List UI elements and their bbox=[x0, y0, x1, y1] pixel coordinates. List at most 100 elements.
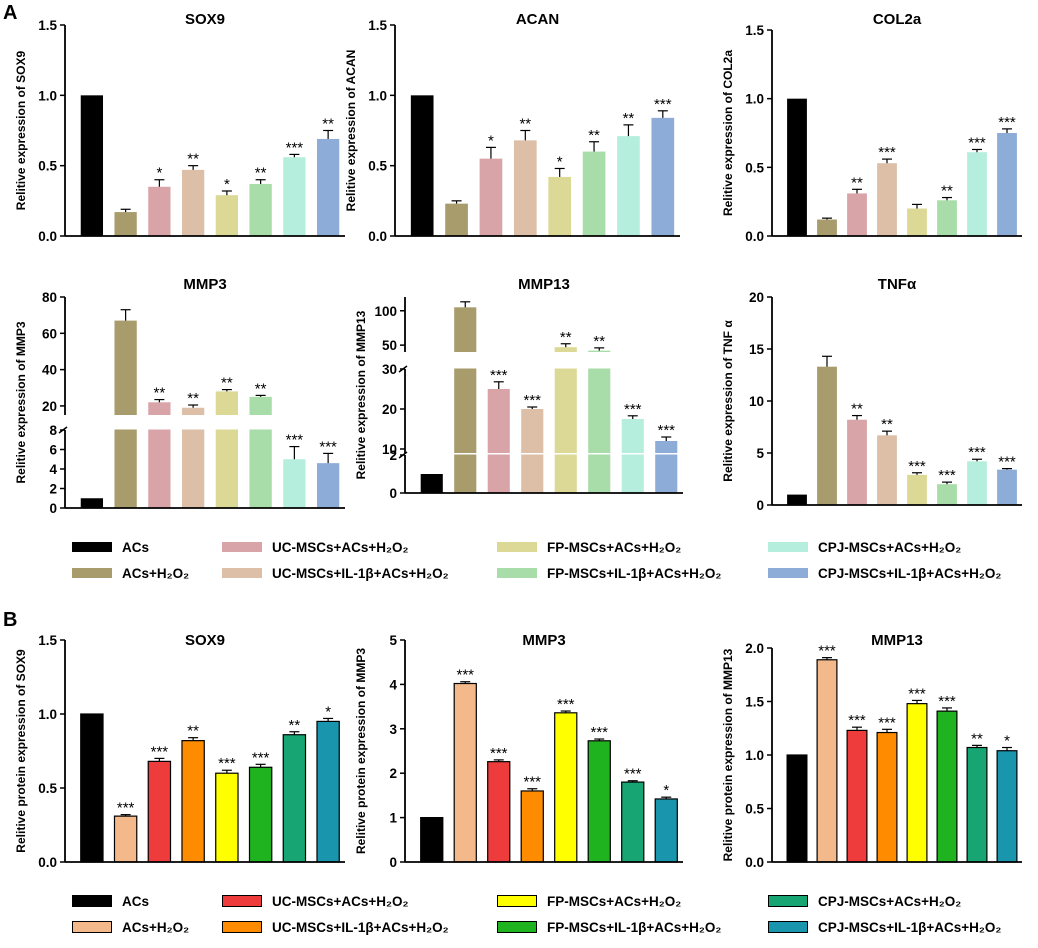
bar-acs bbox=[80, 95, 104, 236]
significance-label: *** bbox=[908, 458, 926, 475]
y-tick-label: 3 bbox=[389, 722, 397, 737]
chart-a-col2a: COL2a Relitive expression of COL2a 0.0 0.5 1… bbox=[721, 11, 1022, 244]
bar-break-gap bbox=[553, 352, 578, 369]
axis-break-mark bbox=[398, 365, 408, 373]
significance-label: *** bbox=[624, 401, 642, 418]
significance-label: * bbox=[156, 165, 162, 182]
bar-break-gap bbox=[248, 415, 273, 430]
significance-label: *** bbox=[624, 766, 642, 783]
bar-fp-mscs-acs-h-o bbox=[906, 703, 928, 863]
bar-cpj-mscs-acs-h-o bbox=[621, 419, 644, 493]
y-axis-label: Relitive expression of SOX9 bbox=[14, 50, 28, 210]
y-tick-label: 0.5 bbox=[745, 802, 764, 817]
legend-label: CPJ-MSCs+ACs+H₂O₂ bbox=[818, 539, 962, 555]
chart-title: SOX9 bbox=[185, 11, 225, 28]
bar-acs-h-o bbox=[113, 815, 138, 863]
y-tick-label: 15 bbox=[749, 342, 765, 357]
y-tick-label: 4 bbox=[389, 677, 397, 692]
chart-a-mmp3: MMP3 Relitive expression of MMP3 0 2 4 6 8 20 40… bbox=[14, 276, 345, 516]
significance-label: *** bbox=[523, 774, 541, 791]
y-tick-label: 1.0 bbox=[745, 748, 764, 763]
y-tick-label: 1 bbox=[389, 811, 397, 826]
significance-label: ** bbox=[255, 380, 267, 397]
legend-b-item-fp-il: FP-MSCs+IL-1β+ACs+H₂O₂ bbox=[497, 916, 721, 938]
significance-label: ** bbox=[560, 329, 572, 346]
legend-a-item-uc: UC-MSCs+ACs+H₂O₂ bbox=[222, 536, 409, 558]
y-tick-label: 0 bbox=[389, 486, 397, 501]
legend-label: FP-MSCs+ACs+H₂O₂ bbox=[547, 893, 682, 909]
significance-label: * bbox=[325, 703, 331, 720]
bar-uc-mscs-acs-h-o bbox=[487, 389, 510, 493]
chart-title: MMP13 bbox=[871, 632, 923, 649]
bar-acs-h-o bbox=[817, 219, 837, 236]
legend-b-item-acs-h2o2: ACs+H₂O₂ bbox=[72, 916, 189, 938]
y-axis-label: Relitive expression of ACAN bbox=[344, 50, 358, 212]
y-tick-label: 0.5 bbox=[368, 159, 387, 174]
bar-uc-mscs-il-1-acs-h-o bbox=[520, 790, 544, 863]
bar-break-gap bbox=[147, 415, 172, 430]
legend-label: ACs bbox=[122, 893, 150, 909]
chart-title: MMP13 bbox=[518, 276, 570, 293]
y-tick-label: 100 bbox=[374, 304, 397, 319]
y-tick-label: 40 bbox=[42, 363, 57, 378]
bar-cpj-mscs-acs-h-o bbox=[282, 734, 307, 863]
axis-break-mark bbox=[398, 451, 408, 459]
bar-fp-mscs-acs-h-o bbox=[215, 391, 239, 508]
legend-b-item-uc: UC-MSCs+ACs+H₂O₂ bbox=[222, 890, 409, 912]
significance-label: ** bbox=[221, 375, 233, 392]
bar-fp-mscs-acs-h-o bbox=[548, 176, 572, 236]
bar-cpj-mscs-acs-h-o bbox=[967, 461, 987, 505]
bar-cpj-mscs-acs-h-o bbox=[966, 746, 988, 863]
legend-label: UC-MSCs+ACs+H₂O₂ bbox=[272, 539, 409, 555]
significance-label: * bbox=[488, 132, 494, 149]
bar-acs bbox=[80, 498, 104, 508]
legend-label: ACs+H₂O₂ bbox=[122, 565, 190, 581]
legend-swatch bbox=[222, 542, 262, 552]
legend-label: CPJ-MSCs+IL-1β+ACs+H₂O₂ bbox=[818, 919, 1002, 935]
chart-b-mmp3: MMP3 Relitive protein expression of MMP3 0… bbox=[354, 632, 683, 870]
bar-acs bbox=[420, 474, 443, 493]
bar-uc-mscs-il-1-acs-h-o bbox=[181, 740, 205, 863]
bar-fp-mscs-il-1-acs-h-o bbox=[937, 200, 957, 236]
bar-cpj-mscs-acs-h-o bbox=[617, 136, 640, 236]
legend-swatch bbox=[497, 895, 537, 907]
legend-a-item-cpj: CPJ-MSCs+ACs+H₂O₂ bbox=[768, 536, 961, 558]
legend-label: CPJ-MSCs+IL-1β+ACs+H₂O₂ bbox=[818, 565, 1002, 581]
legend-label: CPJ-MSCs+ACs+H₂O₂ bbox=[818, 893, 962, 909]
bar-fp-mscs-il-1-acs-h-o bbox=[248, 766, 273, 863]
panel-label-b: B bbox=[3, 609, 17, 631]
significance-label: *** bbox=[490, 367, 508, 384]
bar-break-gap bbox=[520, 453, 545, 455]
legend-b-item-cpj-il: CPJ-MSCs+IL-1β+ACs+H₂O₂ bbox=[768, 916, 1001, 938]
bar-uc-mscs-il-1-acs-h-o bbox=[181, 169, 205, 236]
chart-a-mmp13: MMP13 Relitive expression of MMP13 0 210 20 3… bbox=[354, 276, 683, 501]
legend-a-item-uc-il: UC-MSCs+IL-1β+ACs+H₂O₂ bbox=[222, 562, 449, 584]
significance-label: *** bbox=[151, 743, 169, 760]
significance-label: * bbox=[663, 782, 669, 799]
significance-label: *** bbox=[818, 643, 836, 660]
bar-cpj-mscs-il-1-acs-h-o bbox=[316, 720, 340, 863]
bar-fp-mscs-acs-h-o bbox=[215, 195, 239, 236]
y-tick-label: 0.0 bbox=[38, 855, 57, 870]
chart-title: MMP3 bbox=[522, 632, 565, 649]
bar-cpj-mscs-acs-h-o bbox=[283, 157, 306, 236]
significance-label: *** bbox=[938, 467, 956, 484]
significance-label: ** bbox=[187, 390, 199, 407]
bar-uc-mscs-acs-h-o bbox=[148, 186, 171, 236]
significance-label: *** bbox=[523, 392, 541, 409]
significance-label: ** bbox=[289, 717, 301, 734]
legend-a-item-acs: ACs bbox=[72, 536, 149, 558]
significance-label: *** bbox=[117, 800, 135, 817]
y-tick-label: 0 bbox=[389, 855, 397, 870]
legend-label: FP-MSCs+ACs+H₂O₂ bbox=[547, 539, 682, 555]
chart-b-sox9: SOX9 Relitive protein expression of SOX9 0… bbox=[14, 632, 345, 870]
significance-label: *** bbox=[938, 693, 956, 710]
y-axis-label: Relitive protein expression of MMP3 bbox=[354, 648, 368, 854]
bar-fp-mscs-il-1-acs-h-o bbox=[587, 740, 611, 863]
significance-label: *** bbox=[968, 134, 986, 151]
y-tick-label: 0 bbox=[756, 498, 764, 513]
significance-label: *** bbox=[848, 712, 866, 729]
y-axis-label: Relitive expression of COL2a bbox=[721, 50, 735, 216]
y-tick-label: 2 bbox=[49, 482, 57, 497]
